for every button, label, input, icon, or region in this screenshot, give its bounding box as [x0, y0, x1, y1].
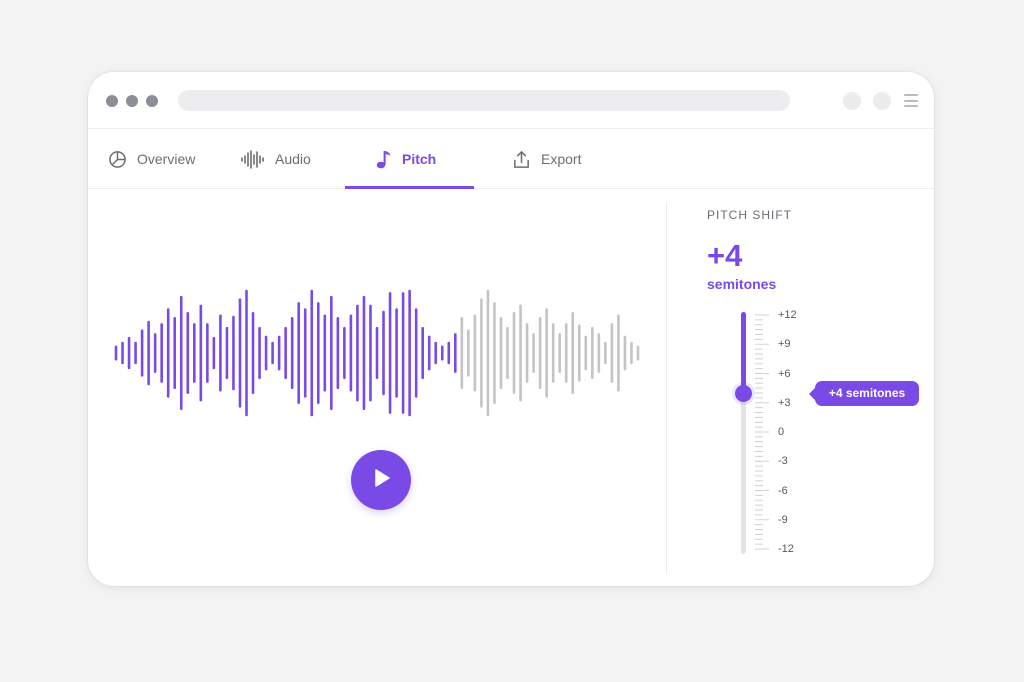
upload-icon — [512, 150, 531, 169]
toolbar-circle-button[interactable] — [843, 92, 861, 110]
pitch-slider-thumb[interactable] — [735, 384, 752, 402]
tab-audio[interactable]: Audio — [241, 129, 311, 189]
scale-label: -9 — [778, 513, 788, 526]
title-bar — [88, 72, 934, 129]
tab-label: Pitch — [402, 151, 437, 167]
pie-chart-icon — [108, 150, 127, 169]
scale-label: +9 — [778, 338, 791, 351]
pitch-slider-track[interactable] — [741, 312, 746, 554]
window-close-dot[interactable] — [106, 95, 118, 107]
pitch-value: +4 — [707, 238, 743, 273]
hamburger-menu-icon[interactable] — [904, 94, 918, 107]
music-note-icon — [376, 150, 392, 169]
scale-label: +3 — [778, 396, 791, 409]
pitch-tooltip: +4 semitones — [809, 380, 919, 406]
tab-bar: Overview Audio Pitch Ex — [88, 129, 934, 189]
address-bar[interactable] — [178, 90, 790, 111]
app-window: Overview Audio Pitch Ex — [88, 72, 934, 586]
pitch-scale-ticks — [755, 314, 769, 550]
panel-divider — [666, 202, 667, 574]
scale-label: +6 — [778, 367, 791, 380]
active-tab-indicator — [345, 186, 474, 189]
window-minimize-dot[interactable] — [126, 95, 138, 107]
audio-waveform[interactable] — [88, 72, 934, 586]
tab-label: Export — [541, 151, 582, 167]
toolbar-circle-button[interactable] — [873, 92, 891, 110]
tab-export[interactable]: Export — [512, 129, 581, 189]
play-icon — [370, 467, 392, 494]
tab-label: Overview — [137, 151, 196, 167]
pitch-unit: semitones — [707, 276, 777, 292]
scale-label: -12 — [778, 543, 794, 555]
waveform-icon — [241, 149, 265, 169]
pitch-slider-fill — [741, 312, 746, 393]
window-maximize-dot[interactable] — [146, 95, 158, 107]
scale-label: -3 — [778, 455, 788, 468]
scale-label: -6 — [778, 484, 788, 497]
scale-label: +12 — [778, 309, 797, 321]
pitch-shift-label: PITCH SHIFT — [707, 208, 792, 222]
tab-label: Audio — [275, 151, 311, 167]
play-button[interactable] — [351, 450, 411, 510]
tab-pitch[interactable]: Pitch — [376, 129, 436, 189]
tab-overview[interactable]: Overview — [108, 129, 195, 189]
scale-label: 0 — [778, 426, 785, 438]
